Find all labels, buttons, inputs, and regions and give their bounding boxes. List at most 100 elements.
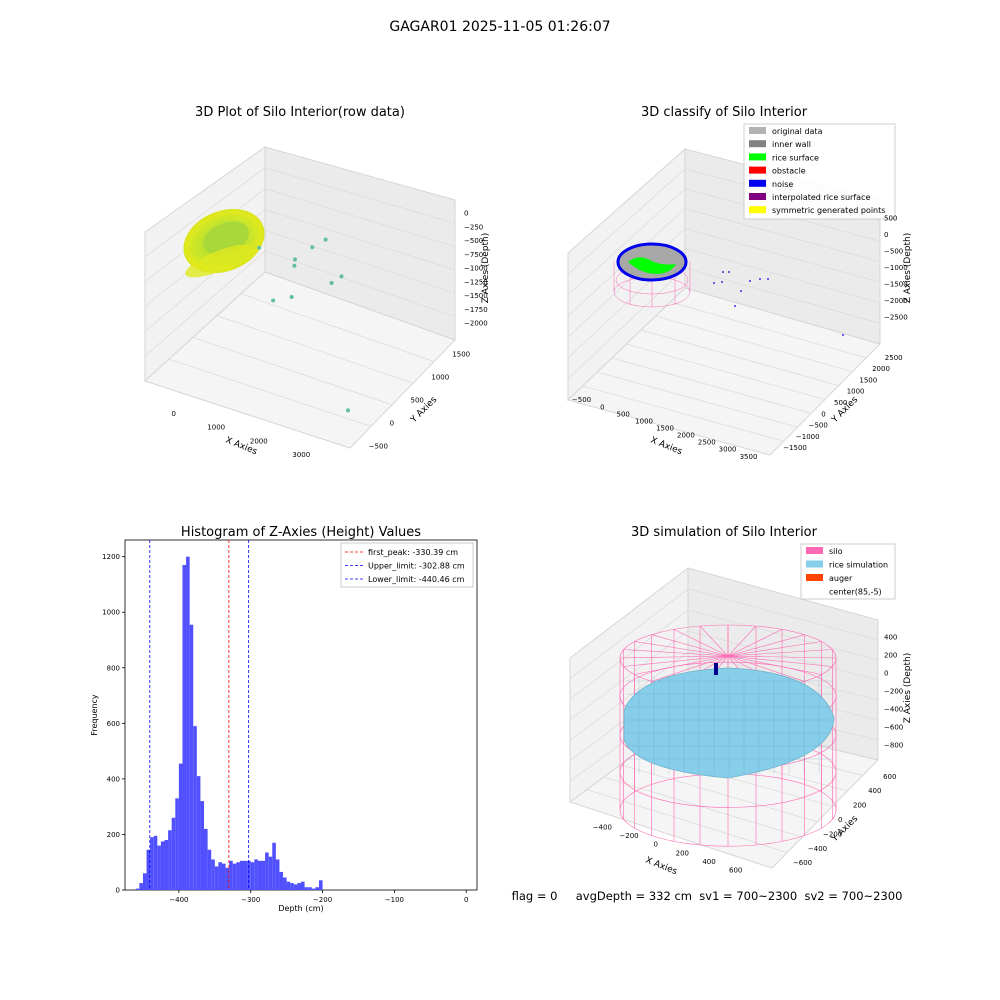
silo-roof-rib xyxy=(634,641,729,657)
histogram-bar xyxy=(311,888,316,890)
grid-line xyxy=(597,371,798,428)
tick-label: 2500 xyxy=(698,439,716,447)
silo-roof-rib xyxy=(623,649,729,657)
silo-roof-rib xyxy=(727,649,833,657)
tick-label: 1000 xyxy=(207,424,225,432)
grid-line xyxy=(567,168,686,275)
histogram-bar xyxy=(139,883,143,890)
histogram-bar xyxy=(232,863,237,890)
histogram-bar xyxy=(196,776,201,890)
legend-entry: symmetric generated points xyxy=(772,206,885,215)
tick-label: 1000 xyxy=(431,373,449,381)
histogram-bar xyxy=(272,842,276,890)
data-point xyxy=(329,281,334,285)
grid-line xyxy=(687,609,879,661)
tick-label: 0 xyxy=(390,420,394,428)
grid-line xyxy=(620,764,818,823)
tick-label: −1750 xyxy=(464,306,488,314)
grid-line xyxy=(216,315,414,384)
histogram-bar xyxy=(290,883,294,890)
histogram-bar xyxy=(293,884,298,890)
panel4-legend: silo rice simulation auger center(85,-5) xyxy=(800,543,896,600)
tick-label: 200 xyxy=(884,651,897,659)
histogram-bar xyxy=(186,556,190,890)
data-point xyxy=(257,245,262,250)
tick-label: 1000 xyxy=(635,417,653,425)
noise-point xyxy=(713,282,715,284)
data-point xyxy=(346,408,350,413)
silo-roof-rib xyxy=(727,641,822,657)
grid-line xyxy=(670,301,867,359)
silo-roof-rib xyxy=(651,655,729,682)
silo-roof-rib xyxy=(623,655,729,667)
grid-line xyxy=(641,329,839,387)
panel4-ylabel: Y Axies xyxy=(829,814,860,845)
panel1-pane-floor xyxy=(144,271,456,449)
legend-swatch xyxy=(749,206,766,214)
panel4-xlabel: X Axies xyxy=(644,856,679,878)
histogram-bar xyxy=(318,880,323,890)
tick-label: 1000 xyxy=(102,609,120,617)
histogram-bar xyxy=(135,888,140,890)
legend-swatch xyxy=(749,166,766,174)
grid-line xyxy=(569,609,689,700)
legend-swatch xyxy=(806,560,823,568)
histogram-bar xyxy=(304,887,309,890)
tick-label: −250 xyxy=(464,223,483,231)
noise-point xyxy=(767,278,769,280)
histogram-bar xyxy=(168,830,172,890)
panel4-xticks: −400 −200 0 200 400 600 xyxy=(593,823,743,874)
grid-line xyxy=(264,229,456,294)
data-point xyxy=(339,274,344,279)
silo-roof-rib xyxy=(727,655,833,667)
tick-label: 800 xyxy=(107,664,120,672)
tick-label: −200 xyxy=(313,896,332,904)
legend-entry: obstacle xyxy=(772,167,806,176)
panel1-yticks: −500 0 500 1000 1500 xyxy=(369,350,470,450)
grid-line xyxy=(684,228,881,283)
grid-line xyxy=(144,167,266,258)
histogram-bar xyxy=(283,877,287,890)
data-point xyxy=(292,263,297,268)
legend-entry: silo xyxy=(829,547,843,556)
tick-label: −500 xyxy=(884,248,903,256)
grid-line xyxy=(567,188,686,296)
tick-label: 2000 xyxy=(250,437,268,445)
histogram-bar xyxy=(189,624,194,890)
legend-swatch xyxy=(749,179,766,187)
legend-entry: original data xyxy=(772,127,823,136)
status-text: flag = 0 avgDepth = 332 cm sv1 = 700~230… xyxy=(512,889,903,903)
data-point xyxy=(293,257,297,262)
histogram-bar xyxy=(243,860,248,890)
tick-label: −800 xyxy=(884,742,903,750)
tick-label: 200 xyxy=(107,831,120,839)
legend-entry: Upper_limit: -302.88 cm xyxy=(368,562,465,571)
histogram-bar xyxy=(254,859,258,890)
grid-line xyxy=(582,385,784,442)
tick-label: −1500 xyxy=(884,280,908,288)
histogram-bar xyxy=(308,887,312,890)
panel2-zlabel: Z Axies (Depth) xyxy=(903,233,913,304)
tick-label: 500 xyxy=(884,215,897,223)
panel4-auger xyxy=(714,663,718,675)
histogram-bar xyxy=(204,828,208,890)
legend-entry: interpolated rice surface xyxy=(772,193,870,202)
panel4-zticks: 400 200 0 −200 −400 −600 −800 xyxy=(884,633,903,749)
tick-label: 0 xyxy=(821,410,825,418)
panel3-ylabel: Frequency xyxy=(90,694,99,736)
histogram-bar xyxy=(182,565,187,890)
tick-label: 600 xyxy=(729,867,742,875)
histogram-bar xyxy=(218,862,222,890)
tick-label: −500 xyxy=(464,237,483,245)
tick-label: −1250 xyxy=(464,278,488,286)
grid-line xyxy=(603,776,803,838)
grid-line xyxy=(264,250,456,318)
tick-label: 0 xyxy=(884,670,888,678)
grid-line xyxy=(264,209,456,271)
tick-label: −600 xyxy=(884,724,903,732)
noise-point xyxy=(734,305,736,307)
histogram-bar xyxy=(214,866,219,890)
panel3-title: Histogram of Z-Axies (Height) Values xyxy=(181,525,421,540)
legend-swatch xyxy=(749,140,766,148)
